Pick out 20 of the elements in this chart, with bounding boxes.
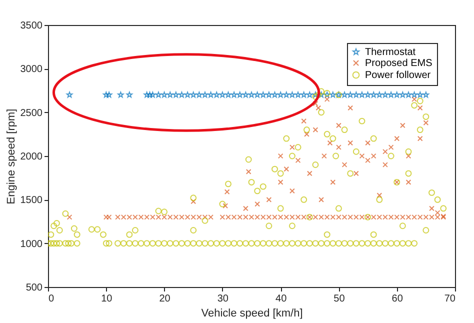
x-tick-label: 70: [444, 294, 456, 304]
y-tick-label: 2000: [20, 152, 43, 162]
legend-label: Power follower: [365, 70, 432, 81]
x-tick-label: 30: [217, 294, 229, 304]
y-tick-label: 2500: [20, 108, 43, 119]
x-tick-label: 10: [101, 294, 113, 304]
x-axis-title: Vehicle speed [km/h]: [201, 308, 303, 320]
legend-label: Proposed EMS: [365, 58, 433, 69]
x-tick-label: 40: [276, 294, 288, 304]
y-tick-label: 500: [26, 282, 43, 294]
y-axis-title: Engine speed [rpm]: [5, 108, 18, 204]
y-tick-label: 3500: [20, 20, 43, 32]
x-tick-label: 50: [334, 294, 346, 304]
y-tick-label: 1500: [20, 195, 43, 206]
y-tick-label: 1000: [20, 238, 43, 250]
legend-label: Thermostat: [365, 47, 416, 58]
y-tick-label: 3000: [20, 64, 43, 76]
x-tick-label: 0: [48, 294, 54, 304]
x-tick-label: 60: [392, 294, 404, 304]
x-tick-label: 20: [159, 294, 171, 304]
